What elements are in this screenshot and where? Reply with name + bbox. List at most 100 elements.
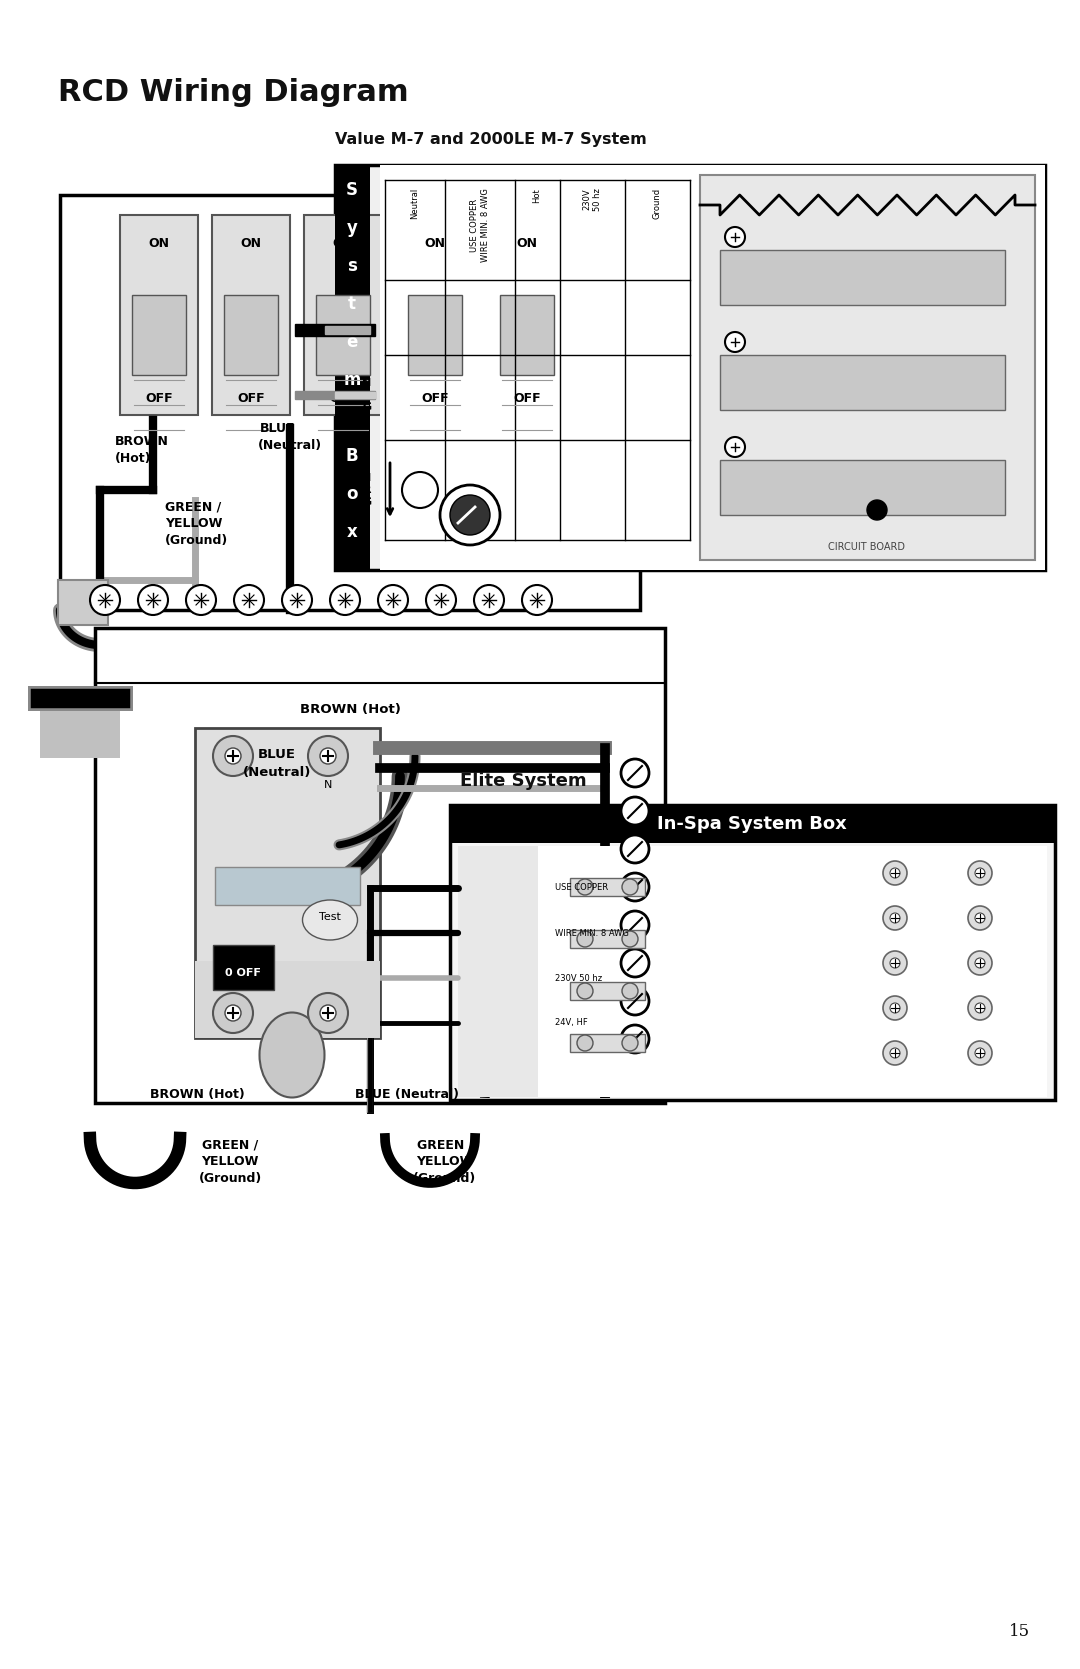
Circle shape <box>975 913 985 923</box>
Circle shape <box>975 868 985 878</box>
Bar <box>500 295 554 376</box>
Text: B: B <box>346 447 359 466</box>
Circle shape <box>867 501 887 521</box>
FancyArrow shape <box>325 325 370 334</box>
Circle shape <box>234 586 264 614</box>
Circle shape <box>621 986 649 1015</box>
Circle shape <box>975 958 985 968</box>
Text: ON: ON <box>516 237 538 250</box>
Circle shape <box>975 1048 985 1058</box>
Circle shape <box>968 996 993 1020</box>
Circle shape <box>450 496 490 536</box>
Bar <box>60 195 640 609</box>
Circle shape <box>725 332 745 352</box>
FancyArrow shape <box>295 324 375 335</box>
Bar <box>215 866 360 905</box>
Bar <box>120 215 198 416</box>
Ellipse shape <box>302 900 357 940</box>
Circle shape <box>225 1005 241 1021</box>
Text: ON: ON <box>241 237 261 250</box>
Bar <box>570 1035 645 1051</box>
Circle shape <box>186 586 216 614</box>
Text: 230V 50 hz: 230V 50 hz <box>555 973 603 983</box>
Text: (Ground): (Ground) <box>165 534 228 547</box>
Text: In-Spa System Box: In-Spa System Box <box>657 814 847 833</box>
Text: Hot: Hot <box>532 189 541 202</box>
Circle shape <box>402 472 438 507</box>
Text: (Hot): (Hot) <box>114 452 151 466</box>
Circle shape <box>320 1005 336 1021</box>
Text: GREEN /: GREEN / <box>165 501 221 512</box>
FancyArrow shape <box>295 391 375 399</box>
Text: BLUE: BLUE <box>260 422 296 436</box>
Bar <box>132 295 186 376</box>
Bar <box>488 215 566 416</box>
Text: RCD Wiring Diagram: RCD Wiring Diagram <box>58 78 408 107</box>
Circle shape <box>621 1025 649 1053</box>
Text: Elite System: Elite System <box>460 773 586 789</box>
Text: WIRE MIN. 8 AWG: WIRE MIN. 8 AWG <box>555 928 629 938</box>
Text: N: N <box>324 779 333 789</box>
Bar <box>458 846 1047 1097</box>
Text: t: t <box>348 295 356 314</box>
Text: N
R
G: N R G <box>363 379 372 412</box>
Text: BLUE: BLUE <box>258 748 296 761</box>
Circle shape <box>621 798 649 824</box>
Text: 24V, HF: 24V, HF <box>555 1018 588 1028</box>
Circle shape <box>282 586 312 614</box>
Bar <box>570 930 645 948</box>
Circle shape <box>622 1035 638 1051</box>
Circle shape <box>621 950 649 976</box>
Text: m: m <box>343 371 361 389</box>
Circle shape <box>890 868 900 878</box>
Text: S: S <box>346 180 357 199</box>
Circle shape <box>621 834 649 863</box>
Text: (Neutral): (Neutral) <box>258 439 322 452</box>
Text: OFF: OFF <box>513 392 541 406</box>
Text: Test: Test <box>319 911 341 921</box>
Circle shape <box>577 983 593 1000</box>
Text: ON: ON <box>333 237 353 250</box>
Circle shape <box>883 1041 907 1065</box>
Circle shape <box>621 873 649 901</box>
Circle shape <box>577 931 593 946</box>
Ellipse shape <box>259 1013 324 1098</box>
Bar <box>720 355 1005 411</box>
Circle shape <box>308 993 348 1033</box>
Bar <box>450 804 1055 843</box>
Bar <box>570 878 645 896</box>
Text: 230V
50 hz: 230V 50 hz <box>582 189 602 210</box>
Bar <box>95 628 665 1103</box>
Circle shape <box>622 880 638 895</box>
Text: Neutral: Neutral <box>410 189 419 219</box>
Bar <box>303 215 382 416</box>
FancyArrow shape <box>335 392 375 397</box>
Text: Value M-7 and 2000LE M-7 System: Value M-7 and 2000LE M-7 System <box>335 132 647 147</box>
Text: YELLOW: YELLOW <box>165 517 222 531</box>
Text: 0 OFF: 0 OFF <box>225 968 261 978</box>
Text: BROWN: BROWN <box>114 436 168 447</box>
Bar <box>58 581 108 624</box>
Circle shape <box>577 880 593 895</box>
Bar <box>40 698 120 758</box>
Circle shape <box>330 586 360 614</box>
Bar <box>570 981 645 1000</box>
Bar <box>195 728 380 1038</box>
Text: o: o <box>347 486 357 502</box>
Text: 15: 15 <box>1009 1622 1030 1641</box>
Text: YELLOW: YELLOW <box>416 1155 474 1168</box>
Circle shape <box>308 736 348 776</box>
Text: GREEN /: GREEN / <box>202 1138 258 1152</box>
Text: OFF: OFF <box>238 392 265 406</box>
Text: USE COPPER
WIRE MIN. 8 AWG: USE COPPER WIRE MIN. 8 AWG <box>470 189 489 262</box>
Circle shape <box>90 586 120 614</box>
Text: x: x <box>347 522 357 541</box>
Text: Ground: Ground <box>652 189 661 219</box>
Circle shape <box>883 906 907 930</box>
Text: BROWN (Hot): BROWN (Hot) <box>299 703 401 716</box>
Circle shape <box>138 586 168 614</box>
Circle shape <box>440 486 500 546</box>
Bar <box>380 165 1045 571</box>
Text: BLUE (Neutral): BLUE (Neutral) <box>355 1088 459 1102</box>
Text: OFF: OFF <box>145 392 173 406</box>
